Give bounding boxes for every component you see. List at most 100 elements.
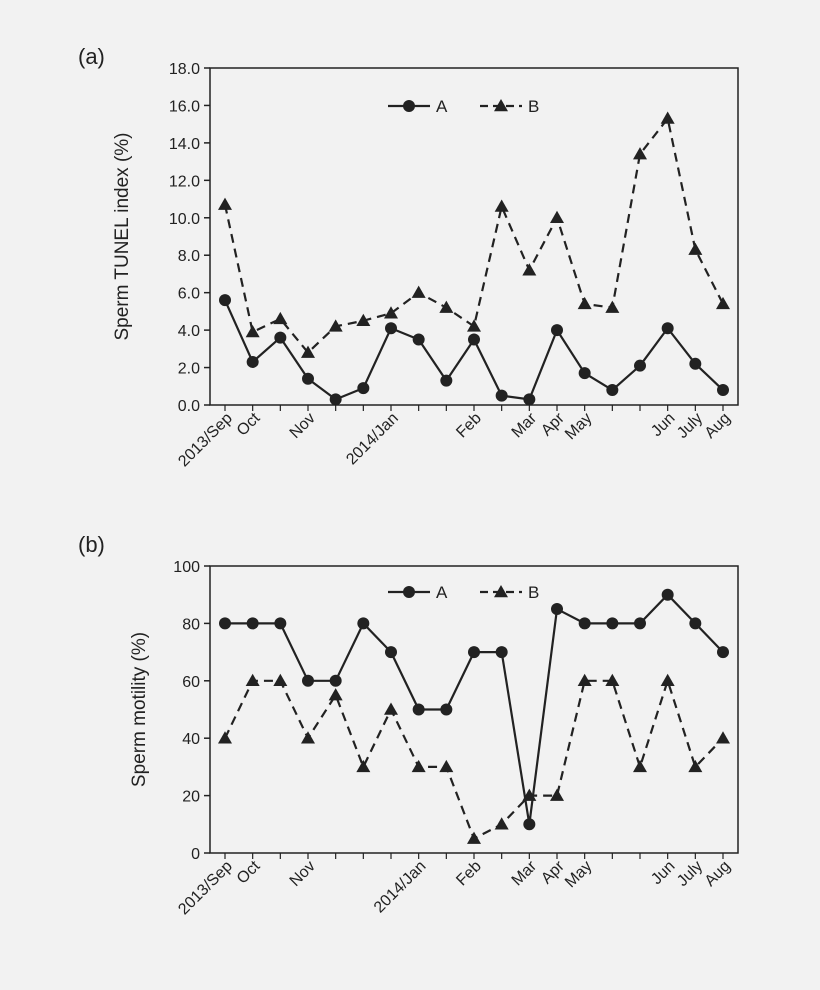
y-axis-title: Sperm TUNEL index (%)	[112, 132, 133, 340]
y-tick-label: 2.0	[178, 361, 200, 378]
data-point-A	[717, 646, 729, 659]
data-point-B	[356, 759, 371, 773]
legend-label-A: A	[436, 97, 448, 116]
x-tick-label: Nov	[287, 858, 319, 890]
data-point-A	[329, 674, 342, 687]
data-point-B	[550, 210, 564, 224]
data-point-A	[412, 333, 425, 346]
data-point-B	[411, 759, 426, 773]
series-B	[218, 111, 730, 358]
data-point-A	[246, 617, 259, 630]
data-point-A	[606, 617, 619, 630]
data-point-A	[689, 357, 702, 370]
data-point-A	[551, 324, 563, 337]
panel-label: (a)	[78, 44, 105, 69]
legend-marker-A	[403, 586, 415, 598]
series-line-B	[224, 679, 724, 840]
x-tick-label: Oct	[234, 409, 264, 439]
x-tick-label: 2013/Sep	[175, 858, 236, 919]
data-point-A	[578, 367, 591, 380]
data-point-A	[634, 359, 646, 372]
x-tick-label: Apr	[538, 857, 568, 887]
x-tick-label: Aug	[702, 858, 734, 890]
data-point-B	[411, 285, 426, 298]
data-point-B	[577, 673, 592, 687]
y-tick-label: 0.0	[178, 398, 200, 415]
x-tick-label: Oct	[234, 857, 264, 887]
data-point-B	[688, 242, 703, 255]
data-point-A	[523, 393, 536, 406]
y-tick-label: 12.0	[169, 173, 200, 190]
x-tick-label: Mar	[509, 409, 541, 441]
data-point-B	[245, 324, 260, 338]
y-tick-label: 60	[182, 674, 200, 691]
data-point-A	[689, 617, 702, 630]
data-point-B	[328, 688, 343, 701]
legend-marker-A	[403, 100, 415, 112]
data-point-B	[688, 759, 703, 773]
data-point-B	[716, 731, 730, 744]
data-point-B	[633, 147, 647, 160]
data-point-B	[384, 702, 398, 715]
data-point-B	[522, 263, 537, 276]
data-point-A	[606, 384, 619, 397]
x-tick-label: Mar	[509, 857, 541, 889]
data-point-A	[302, 674, 314, 687]
y-tick-label: 6.0	[178, 286, 200, 303]
data-point-A	[440, 374, 453, 387]
data-point-B	[660, 111, 675, 124]
data-point-B	[522, 788, 537, 801]
legend-marker-B	[494, 585, 508, 598]
data-point-B	[218, 731, 232, 744]
series-line-A	[225, 593, 724, 826]
series-line-A	[223, 299, 724, 401]
x-tick-label: Apr	[538, 409, 568, 439]
data-point-A	[468, 646, 480, 659]
legend-label-B: B	[528, 583, 539, 602]
data-point-B	[550, 788, 564, 801]
data-point-B	[605, 300, 620, 313]
data-point-A	[468, 333, 480, 346]
data-point-A	[357, 382, 370, 395]
data-point-B	[301, 731, 315, 744]
data-point-A	[219, 617, 231, 630]
x-tick-label: July	[674, 858, 706, 890]
y-tick-label: 14.0	[169, 136, 200, 153]
data-point-A	[440, 703, 453, 716]
data-point-B	[439, 759, 454, 773]
data-point-A	[717, 384, 729, 397]
data-point-A	[385, 322, 397, 335]
y-tick-label: 4.0	[178, 323, 200, 340]
data-point-B	[577, 296, 592, 310]
data-point-A	[495, 646, 508, 659]
x-tick-label: 2014/Jan	[371, 858, 430, 917]
data-point-B	[467, 319, 481, 332]
panel-label: (b)	[78, 532, 105, 557]
legend-marker-B	[494, 99, 508, 112]
data-point-B	[245, 673, 260, 687]
data-point-A	[357, 617, 370, 630]
x-tick-label: Nov	[287, 410, 319, 442]
data-point-A	[274, 617, 287, 630]
chart-panel-a: (a) 0.0 2.0 4.0 6.0 8.0 10.0 12.0 14.0 16.0 18.0 20…	[78, 44, 739, 471]
y-tick-label: 16.0	[169, 98, 200, 115]
data-point-B	[494, 199, 509, 212]
data-point-B	[273, 311, 288, 325]
data-point-B	[301, 345, 315, 358]
data-point-B	[467, 831, 481, 844]
plot-frame	[209, 67, 739, 406]
data-point-A	[495, 389, 508, 402]
x-tick-label: 2013/Sep	[175, 410, 236, 471]
x-tick-label: May	[562, 410, 595, 443]
y-tick-label: 100	[173, 559, 200, 576]
data-point-A	[246, 355, 259, 368]
data-point-B	[633, 759, 647, 773]
y-tick-label: 0	[191, 846, 200, 863]
data-point-A	[551, 603, 563, 616]
x-tick-label: 2014/Jan	[343, 410, 402, 469]
y-tick-label: 10.0	[169, 211, 200, 228]
x-tick-label: May	[562, 858, 595, 891]
y-tick-label: 80	[182, 616, 200, 633]
